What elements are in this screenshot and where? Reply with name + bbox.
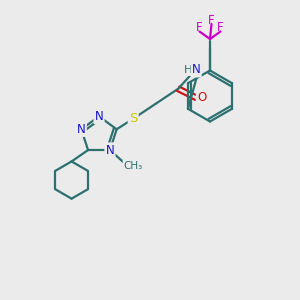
Text: F: F (196, 21, 203, 34)
Text: F: F (208, 14, 215, 27)
Text: N: N (192, 63, 201, 76)
Text: S: S (129, 112, 137, 125)
Text: CH₃: CH₃ (124, 160, 143, 171)
Text: O: O (197, 91, 206, 104)
Text: F: F (217, 21, 224, 34)
Text: N: N (94, 110, 103, 123)
Text: H: H (184, 65, 192, 75)
Text: N: N (77, 123, 86, 136)
Text: N: N (106, 143, 114, 157)
